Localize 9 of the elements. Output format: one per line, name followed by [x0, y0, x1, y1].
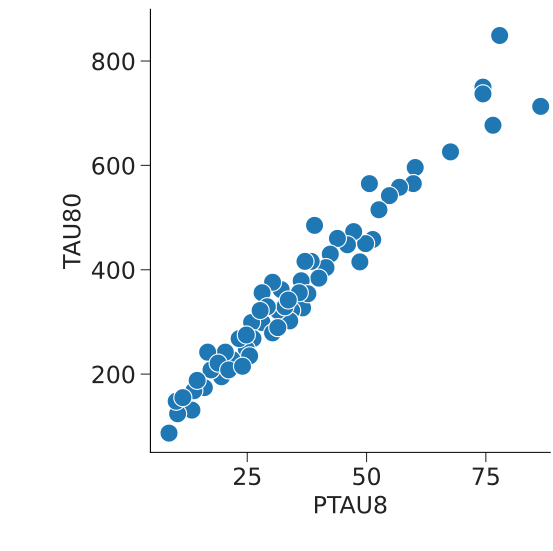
y-tick-label: 400	[92, 261, 134, 280]
x-tick-label: 25	[234, 467, 260, 486]
y-tick-label: 600	[92, 156, 134, 175]
x-tick-label: 75	[472, 468, 499, 486]
y-tick-label: 200	[92, 366, 134, 384]
x-tick-label: 50	[353, 467, 380, 486]
y-tick-label: 800	[92, 52, 134, 70]
y-axis-title: TAU80	[62, 194, 81, 269]
x-axis-title: PTAU8	[315, 496, 386, 514]
